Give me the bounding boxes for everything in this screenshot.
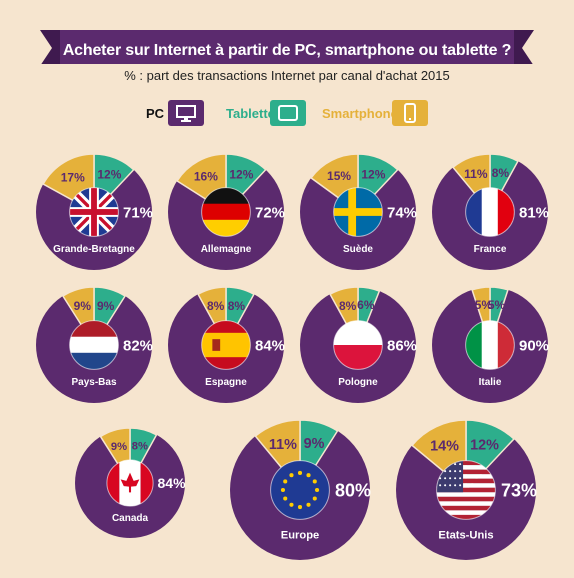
- uk-flag: [69, 187, 119, 237]
- pie-italy: 5%5% 90% Italie: [432, 286, 549, 403]
- label-pc: 82%: [123, 337, 153, 354]
- label-smartphone: 16%: [194, 170, 218, 184]
- label-smartphone: 9%: [74, 299, 92, 313]
- legend-tablette-swatch: [270, 100, 306, 126]
- legend-pc-swatch: [168, 100, 204, 126]
- legend-smartphone-swatch: [392, 100, 428, 126]
- pie-france: 8% 11% 81% France: [432, 153, 549, 270]
- legend-tablette-label: Tablette: [226, 106, 275, 121]
- pie-poland: 6%8% 86% Pologne: [300, 286, 417, 403]
- pie-uk: 12% 17% 71% Grande-Bretagne: [36, 153, 153, 270]
- chart-subtitle: % : part des transactions Internet par c…: [124, 68, 450, 83]
- label-smartphone: 5%: [475, 298, 493, 312]
- label-pc: 71%: [123, 204, 153, 221]
- label-pc: 73%: [501, 480, 537, 500]
- pie-spain: 8%8% 84% Espagne: [168, 286, 285, 403]
- country-name: Etats-Unis: [438, 529, 493, 541]
- label-tablette: 12%: [97, 167, 121, 181]
- italy-flag: [465, 320, 515, 370]
- netherlands-flag: [69, 320, 119, 370]
- pie-germany: 12% 16% 72% Allemagne: [168, 153, 285, 270]
- label-tablette: 12%: [229, 167, 253, 181]
- eu-flag: [270, 460, 330, 520]
- country-name: Pologne: [338, 377, 378, 388]
- tablet-icon: [278, 105, 298, 121]
- france-flag: [465, 187, 515, 237]
- label-pc: 84%: [255, 337, 285, 354]
- label-tablette: 6%: [357, 298, 375, 312]
- country-name: Suède: [343, 244, 373, 255]
- country-name: France: [474, 244, 507, 255]
- label-smartphone: 8%: [339, 299, 357, 313]
- label-smartphone: 9%: [111, 441, 127, 453]
- label-pc: 72%: [255, 204, 285, 221]
- label-pc: 74%: [387, 204, 417, 221]
- legend-pc-label: PC: [146, 106, 165, 121]
- smartphone-icon: [404, 103, 416, 123]
- label-tablette: 8%: [132, 441, 148, 453]
- country-name: Pays-Bas: [71, 377, 116, 388]
- label-smartphone: 11%: [464, 167, 488, 181]
- ribbon-shape: [40, 30, 534, 64]
- country-name: Canada: [112, 513, 149, 524]
- label-tablette: 12%: [361, 167, 385, 181]
- desktop-monitor-icon: [176, 105, 196, 122]
- label-smartphone: 8%: [207, 299, 225, 313]
- label-pc: 81%: [519, 204, 549, 221]
- label-pc: 90%: [519, 337, 549, 354]
- label-smartphone: 15%: [327, 169, 351, 183]
- sweden-flag: [333, 187, 383, 237]
- label-tablette: 9%: [304, 436, 325, 452]
- country-name: Espagne: [205, 377, 247, 388]
- label-pc: 80%: [335, 480, 371, 500]
- spain-flag: [201, 320, 251, 370]
- label-smartphone: 11%: [269, 437, 297, 453]
- label-smartphone: 14%: [430, 439, 459, 455]
- label-tablette: 8%: [492, 166, 510, 180]
- title-banner: [0, 0, 574, 64]
- label-tablette: 5%: [488, 298, 506, 312]
- country-name: Allemagne: [201, 244, 252, 255]
- legend-smartphone-label: Smartphone: [322, 106, 398, 121]
- label-tablette: 9%: [97, 299, 115, 313]
- germany-flag: [201, 187, 251, 237]
- pie-netherlands: 9% 9% 82% Pays-Bas: [36, 286, 153, 403]
- pie-eu: 9% 11% 80% Europe: [230, 419, 371, 560]
- label-smartphone: 17%: [61, 170, 85, 184]
- country-name: Grande-Bretagne: [53, 244, 135, 255]
- pie-sweden: 12% 15% 74% Suède: [300, 153, 417, 270]
- pie-usa: 12% 14% 73% Etats-Unis: [396, 419, 537, 560]
- chart-title: Acheter sur Internet à partir de PC, sma…: [62, 42, 512, 59]
- legend: PC Tablette Smartphone: [0, 100, 574, 130]
- label-pc: 84%: [158, 475, 187, 491]
- label-tablette: 8%: [228, 299, 246, 313]
- country-name: Italie: [479, 377, 502, 388]
- label-tablette: 12%: [470, 437, 499, 453]
- label-pc: 86%: [387, 337, 417, 354]
- country-name: Europe: [281, 529, 319, 541]
- pie-canada: 8% 9% 84% Canada: [75, 427, 187, 538]
